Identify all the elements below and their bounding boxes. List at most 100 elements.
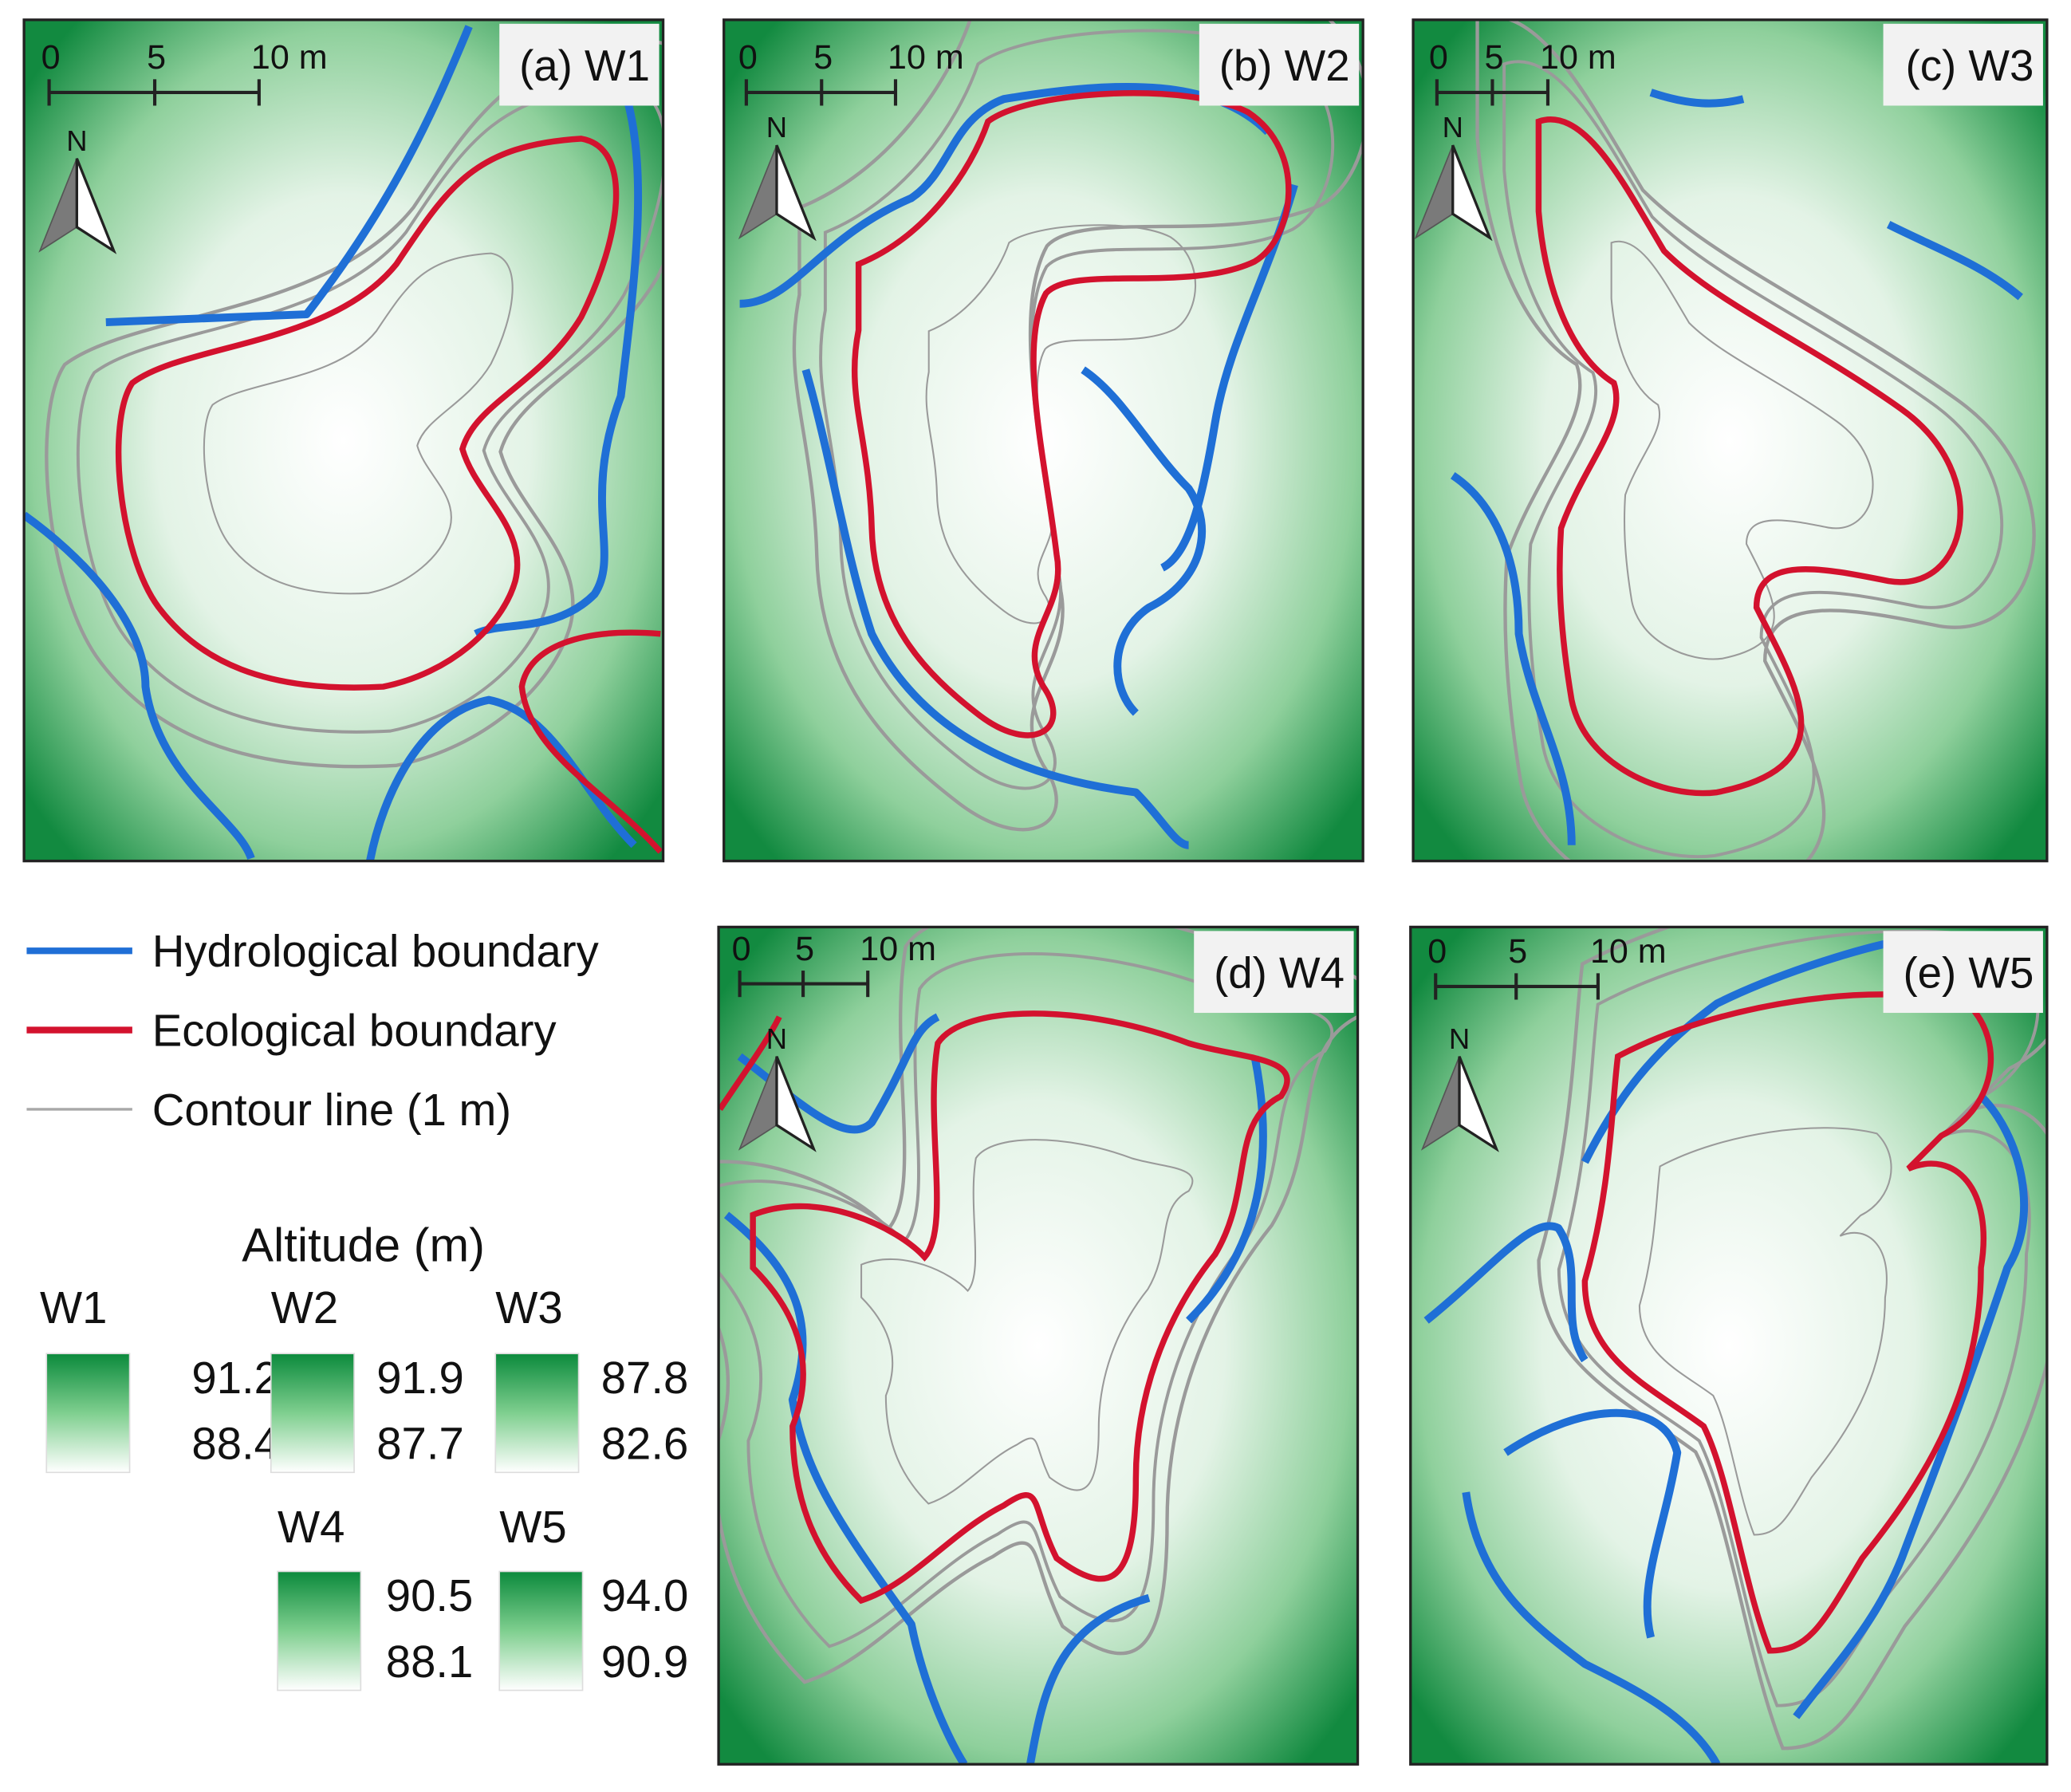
hydrological-boundary	[1462, 1491, 1721, 1765]
hydrological-boundary	[739, 82, 1271, 308]
terrain	[1410, 927, 2047, 1765]
ramp-name: W4	[278, 1502, 345, 1552]
panel-label: (d) W4	[1214, 949, 1345, 998]
north-label: N	[766, 1022, 787, 1055]
scale-label: 0	[1429, 38, 1448, 77]
color-ramp	[45, 1353, 131, 1474]
terrain	[1413, 19, 2047, 861]
panel-frame	[717, 925, 1360, 1766]
hydrological-boundary	[1886, 221, 2023, 301]
terrain	[719, 927, 1358, 1765]
panel-label: (b) W2	[1219, 41, 1350, 90]
map-panel: 0 5 10 m N (e) W5	[1409, 925, 2049, 1766]
north-arrow-right	[775, 144, 817, 242]
north-label: N	[1443, 111, 1463, 144]
ramp-name: W5	[499, 1502, 566, 1552]
hydrological-boundary	[1026, 1593, 1151, 1765]
map-panel: 0 5 10 m N (c) W3	[1412, 18, 2049, 863]
contour-line	[1610, 240, 1874, 660]
panel-frame	[22, 18, 665, 863]
hydrological-boundary	[1581, 936, 1903, 1164]
scale-label: 5	[795, 930, 814, 968]
panel-label: (e) W5	[1903, 949, 2034, 998]
ecological-boundary	[1581, 991, 1994, 1654]
contour-line	[203, 252, 514, 595]
terrain	[24, 19, 663, 861]
hydrological-boundary	[1450, 471, 1576, 845]
scale-label: 10 m	[1590, 932, 1667, 971]
color-ramp	[270, 1353, 355, 1474]
contour-line	[45, 40, 663, 769]
ecological-boundary	[851, 90, 1292, 738]
map-panel: 0 5 10 m N (b) W2	[722, 18, 1364, 863]
panel-frame	[1412, 18, 2049, 863]
ramp-min: 82.6	[601, 1419, 689, 1469]
hydrological-boundary	[105, 25, 473, 326]
north-arrow-right	[1451, 144, 1493, 242]
ramp-min: 88.1	[386, 1636, 474, 1687]
ramp-max: 94.0	[601, 1570, 689, 1621]
map-panel: 0 5 10 m N (d) W4	[717, 925, 1360, 1766]
north-arrow-right	[1458, 1056, 1499, 1152]
hydrological-boundary	[24, 511, 255, 861]
scale-label: 5	[813, 38, 833, 77]
scale-label: 0	[1427, 932, 1447, 971]
scale-label: 10 m	[251, 38, 328, 77]
panel-label-box	[1194, 931, 1354, 1014]
north-label: N	[1449, 1022, 1470, 1055]
map-content	[723, 19, 1364, 861]
hydrological-boundary	[1793, 1093, 2028, 1719]
map-content	[719, 927, 1358, 1765]
hydrological-boundary	[723, 1211, 968, 1765]
ecological-boundary	[115, 136, 620, 691]
hydrological-boundary	[1081, 366, 1207, 716]
panel-frame	[722, 18, 1364, 863]
panel-frame	[1409, 925, 2049, 1766]
legend-label: Hydrological boundary	[152, 926, 600, 976]
panel-label: (c) W3	[1906, 41, 2034, 90]
ecological-boundary	[750, 1010, 1290, 1605]
ramp-name: W3	[495, 1282, 562, 1333]
contour-line	[1475, 19, 2036, 861]
hydrological-boundary	[474, 77, 643, 638]
ecological-boundary	[518, 629, 663, 854]
contour-line	[860, 1139, 1194, 1505]
scale-label: 0	[41, 38, 61, 77]
ramp-min: 87.7	[376, 1419, 464, 1469]
hydrological-boundary	[1160, 183, 1298, 572]
hydrological-boundary	[366, 695, 637, 861]
altitude-title: Altitude (m)	[242, 1218, 485, 1271]
color-ramp	[277, 1570, 362, 1692]
ramp-name: W1	[40, 1282, 107, 1333]
panel-label: (a) W1	[519, 41, 650, 90]
map-content	[1413, 19, 2047, 861]
map-content	[1410, 927, 2047, 1765]
ramp-max: 87.8	[601, 1353, 689, 1403]
scale-label: 5	[1508, 932, 1527, 971]
legend: Hydrological boundary Ecological boundary…	[26, 926, 689, 1692]
contour-line	[1638, 1127, 1892, 1536]
scale-label: 5	[147, 38, 166, 77]
ramp-min: 90.9	[601, 1636, 689, 1687]
ramp-name: W2	[271, 1282, 338, 1333]
north-arrow-right	[775, 1056, 817, 1152]
north-label: N	[766, 111, 787, 144]
ecological-boundary	[719, 1015, 782, 1111]
ecological-boundary	[1535, 116, 1963, 797]
map-content	[24, 19, 663, 861]
hydrological-boundary	[1423, 1222, 1589, 1363]
contour-line	[1537, 927, 2047, 1751]
scale-label: 10 m	[888, 38, 964, 77]
scale-label: 0	[738, 38, 758, 77]
hydrological-boundary	[1186, 1055, 1267, 1324]
panel-label-box	[1199, 23, 1360, 106]
panel-label-box	[499, 23, 659, 106]
ramp-max: 91.2	[191, 1353, 279, 1403]
north-arrow-right	[75, 158, 117, 254]
hydrological-boundary	[1649, 89, 1745, 108]
contour-line	[792, 19, 1364, 832]
ramp-max: 91.9	[376, 1353, 464, 1403]
scale-label: 10 m	[1540, 38, 1616, 77]
map-panel: 0 5 10 m N (a) W1	[22, 18, 665, 863]
